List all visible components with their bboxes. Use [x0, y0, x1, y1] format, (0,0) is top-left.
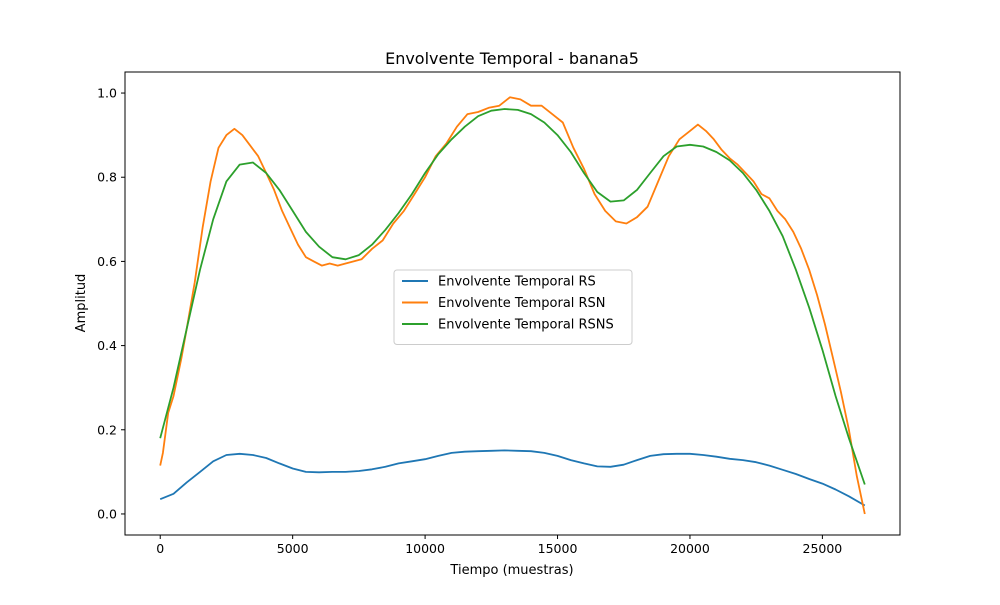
x-axis-label: Tiempo (muestras) [449, 563, 573, 578]
x-tick-label: 10000 [405, 541, 445, 556]
axes-frame [124, 71, 901, 536]
x-axis: 0 5000 10000 15000 20000 25000 [156, 535, 842, 556]
series-line-2 [159, 96, 866, 515]
y-tick-label: 0.8 [97, 170, 117, 185]
legend-label-2: Envolvente Temporal RSN [438, 296, 606, 311]
series-layer [159, 96, 866, 515]
y-tick-label: 0.6 [97, 254, 117, 269]
x-tick-label: 20000 [670, 541, 710, 556]
legend-label-1: Envolvente Temporal RS [438, 275, 596, 290]
y-tick-label: 0.2 [97, 422, 117, 437]
y-tick-label: 1.0 [97, 86, 117, 101]
x-tick-label: 15000 [538, 541, 578, 556]
legend-label-3: Envolvente Temporal RSNS [438, 318, 614, 333]
y-tick-label: 0.0 [97, 506, 117, 521]
y-axis: 0.0 0.2 0.4 0.6 0.8 1.0 [97, 86, 125, 521]
x-tick-label: 25000 [803, 541, 843, 556]
legend-box [393, 269, 633, 345]
chart-title: Envolvente Temporal - banana5 [385, 49, 639, 68]
series-line-1 [159, 449, 866, 507]
x-tick-label: 5000 [277, 541, 309, 556]
y-tick-label: 0.4 [97, 338, 117, 353]
legend: Envolvente Temporal RS Envolvente Tempora… [393, 269, 633, 345]
x-tick-label: 0 [156, 541, 164, 556]
y-axis-label: Amplitud [74, 274, 89, 333]
series-line-3 [159, 108, 866, 485]
